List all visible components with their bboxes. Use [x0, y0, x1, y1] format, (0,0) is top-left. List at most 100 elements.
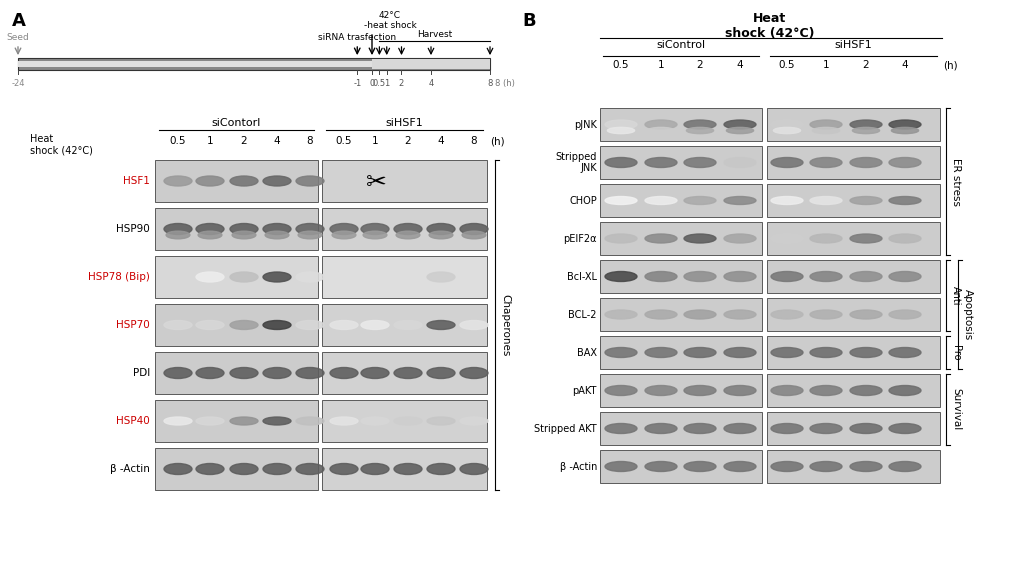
Ellipse shape	[724, 386, 756, 395]
Ellipse shape	[771, 347, 803, 358]
Bar	[767, 374, 940, 407]
Ellipse shape	[810, 462, 842, 471]
Ellipse shape	[684, 347, 716, 358]
Ellipse shape	[850, 386, 882, 395]
Ellipse shape	[427, 368, 455, 378]
Bar	[18, 58, 490, 70]
Ellipse shape	[164, 417, 192, 425]
Ellipse shape	[196, 417, 224, 425]
Ellipse shape	[684, 386, 716, 395]
Bar	[767, 450, 940, 483]
Ellipse shape	[296, 417, 324, 425]
Bar	[155, 160, 318, 202]
Ellipse shape	[724, 347, 756, 358]
Ellipse shape	[230, 224, 258, 235]
Ellipse shape	[810, 347, 842, 358]
Ellipse shape	[330, 417, 358, 425]
Ellipse shape	[263, 272, 291, 282]
Ellipse shape	[296, 176, 324, 186]
Ellipse shape	[427, 417, 455, 425]
Ellipse shape	[230, 368, 258, 378]
Text: 8: 8	[488, 79, 493, 88]
Text: HSP78 (Bip): HSP78 (Bip)	[89, 272, 150, 282]
Ellipse shape	[889, 234, 921, 243]
Ellipse shape	[166, 231, 190, 239]
Ellipse shape	[605, 310, 637, 319]
Ellipse shape	[645, 423, 677, 434]
Ellipse shape	[164, 176, 192, 186]
Text: β -Actin: β -Actin	[560, 462, 597, 471]
Bar	[322, 400, 487, 442]
Ellipse shape	[605, 120, 637, 129]
Ellipse shape	[774, 127, 800, 133]
Bar	[322, 448, 487, 490]
Ellipse shape	[199, 231, 222, 239]
Text: (h): (h)	[943, 60, 958, 70]
Ellipse shape	[164, 368, 192, 378]
Ellipse shape	[812, 127, 840, 133]
Ellipse shape	[810, 158, 842, 168]
Text: siHSF1: siHSF1	[386, 118, 423, 128]
Text: 2: 2	[696, 60, 703, 70]
Bar	[155, 352, 318, 394]
Ellipse shape	[810, 386, 842, 395]
Bar	[322, 208, 487, 250]
Ellipse shape	[361, 320, 389, 329]
Text: 0.5: 0.5	[373, 79, 386, 88]
Text: Heat
shock (42°C): Heat shock (42°C)	[30, 134, 93, 155]
Ellipse shape	[889, 347, 921, 358]
Bar	[600, 374, 762, 407]
Text: Bcl-XL: Bcl-XL	[567, 271, 597, 282]
Ellipse shape	[196, 224, 224, 235]
Ellipse shape	[427, 463, 455, 475]
Text: Stripped
JNK: Stripped JNK	[556, 152, 597, 173]
Text: BCL-2: BCL-2	[568, 310, 597, 319]
Ellipse shape	[684, 196, 716, 204]
Ellipse shape	[298, 231, 322, 239]
Bar	[600, 260, 762, 293]
Ellipse shape	[724, 462, 756, 471]
Ellipse shape	[361, 368, 389, 378]
Text: 1: 1	[384, 79, 389, 88]
Ellipse shape	[196, 320, 224, 329]
Ellipse shape	[647, 127, 675, 133]
Ellipse shape	[462, 231, 486, 239]
Ellipse shape	[771, 234, 803, 243]
Ellipse shape	[460, 320, 488, 329]
Bar	[767, 222, 940, 255]
Ellipse shape	[330, 320, 358, 329]
Ellipse shape	[230, 320, 258, 329]
Bar	[767, 298, 940, 331]
Ellipse shape	[889, 310, 921, 319]
Ellipse shape	[852, 127, 880, 133]
Text: 1: 1	[372, 136, 379, 146]
Ellipse shape	[394, 463, 422, 475]
Ellipse shape	[394, 368, 422, 378]
Ellipse shape	[771, 271, 803, 282]
Ellipse shape	[889, 386, 921, 395]
Ellipse shape	[892, 127, 918, 133]
Text: 1: 1	[823, 60, 830, 70]
Ellipse shape	[460, 368, 488, 378]
Ellipse shape	[771, 120, 803, 129]
Ellipse shape	[296, 463, 324, 475]
Text: HSP90: HSP90	[116, 224, 150, 234]
Ellipse shape	[889, 120, 921, 129]
Text: Survival: Survival	[951, 388, 961, 431]
Bar	[155, 256, 318, 298]
Ellipse shape	[724, 234, 756, 243]
Ellipse shape	[771, 158, 803, 168]
Text: pEIF2α: pEIF2α	[564, 234, 597, 244]
Bar	[600, 450, 762, 483]
Ellipse shape	[727, 127, 753, 133]
Bar	[600, 298, 762, 331]
Ellipse shape	[394, 224, 422, 235]
Ellipse shape	[605, 158, 637, 168]
Ellipse shape	[396, 231, 419, 239]
Ellipse shape	[645, 347, 677, 358]
Bar	[767, 108, 940, 141]
Text: B: B	[522, 12, 535, 30]
Bar	[767, 146, 940, 179]
Ellipse shape	[361, 417, 389, 425]
Ellipse shape	[684, 462, 716, 471]
